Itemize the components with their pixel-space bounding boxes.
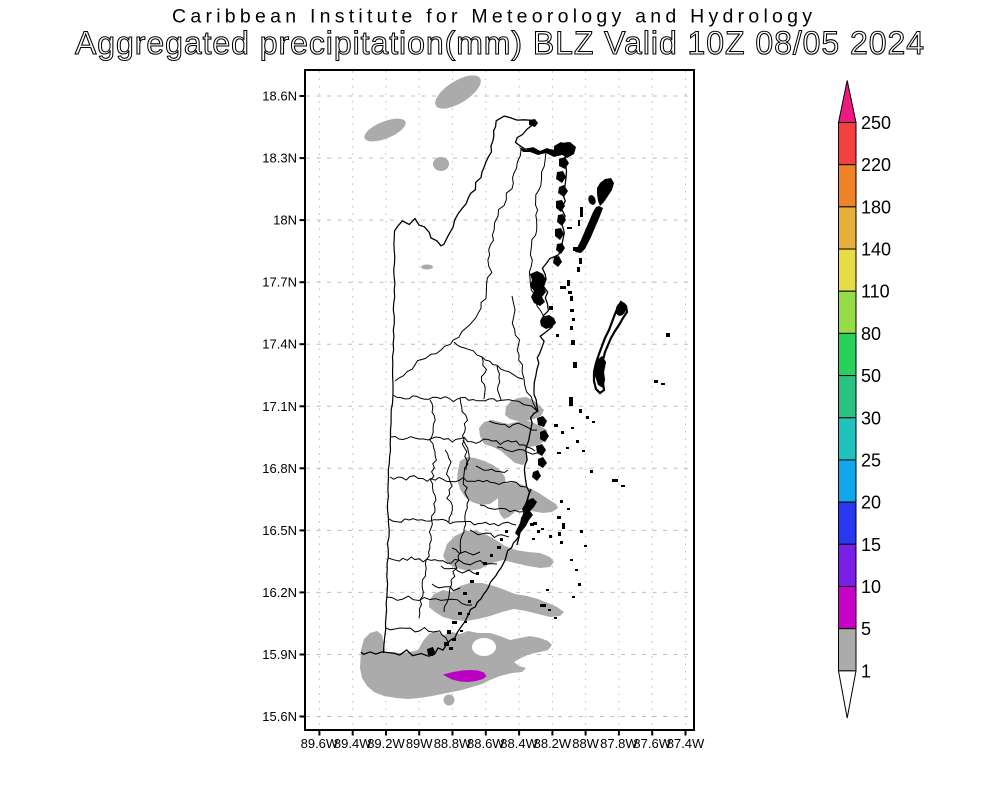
svg-text:89.4W: 89.4W — [334, 736, 372, 751]
svg-text:17.1N: 17.1N — [262, 399, 297, 414]
svg-text:88.8W: 88.8W — [434, 736, 472, 751]
svg-text:180: 180 — [861, 197, 891, 217]
svg-text:89W: 89W — [406, 736, 433, 751]
svg-text:80: 80 — [861, 324, 881, 344]
svg-text:25: 25 — [861, 450, 881, 470]
svg-text:16.2N: 16.2N — [262, 585, 297, 600]
svg-text:220: 220 — [861, 155, 891, 175]
svg-text:87.6W: 87.6W — [633, 736, 671, 751]
svg-text:250: 250 — [861, 113, 891, 133]
svg-text:88.4W: 88.4W — [500, 736, 538, 751]
svg-text:88.6W: 88.6W — [467, 736, 505, 751]
svg-text:88.2W: 88.2W — [534, 736, 572, 751]
svg-text:89.2W: 89.2W — [367, 736, 405, 751]
svg-text:Aggregated precipitation(mm) B: Aggregated precipitation(mm) BLZ Valid 1… — [75, 25, 924, 61]
svg-text:140: 140 — [861, 240, 891, 260]
svg-text:15: 15 — [861, 535, 881, 555]
svg-text:87.8W: 87.8W — [600, 736, 638, 751]
svg-text:17.4N: 17.4N — [262, 337, 297, 352]
svg-text:16.5N: 16.5N — [262, 523, 297, 538]
svg-text:15.9N: 15.9N — [262, 647, 297, 662]
svg-text:88W: 88W — [572, 736, 599, 751]
svg-text:89.6W: 89.6W — [301, 736, 339, 751]
svg-text:18N: 18N — [273, 213, 297, 228]
svg-text:18.3N: 18.3N — [262, 151, 297, 166]
svg-text:17.7N: 17.7N — [262, 275, 297, 290]
svg-text:1: 1 — [861, 661, 871, 681]
svg-text:50: 50 — [861, 366, 881, 386]
svg-text:30: 30 — [861, 408, 881, 428]
svg-text:18.6N: 18.6N — [262, 89, 297, 104]
svg-text:16.8N: 16.8N — [262, 461, 297, 476]
svg-text:87.4W: 87.4W — [667, 736, 705, 751]
svg-text:5: 5 — [861, 619, 871, 639]
svg-text:20: 20 — [861, 493, 881, 513]
svg-text:10: 10 — [861, 577, 881, 597]
svg-text:110: 110 — [861, 282, 890, 302]
svg-text:15.6N: 15.6N — [262, 709, 297, 724]
